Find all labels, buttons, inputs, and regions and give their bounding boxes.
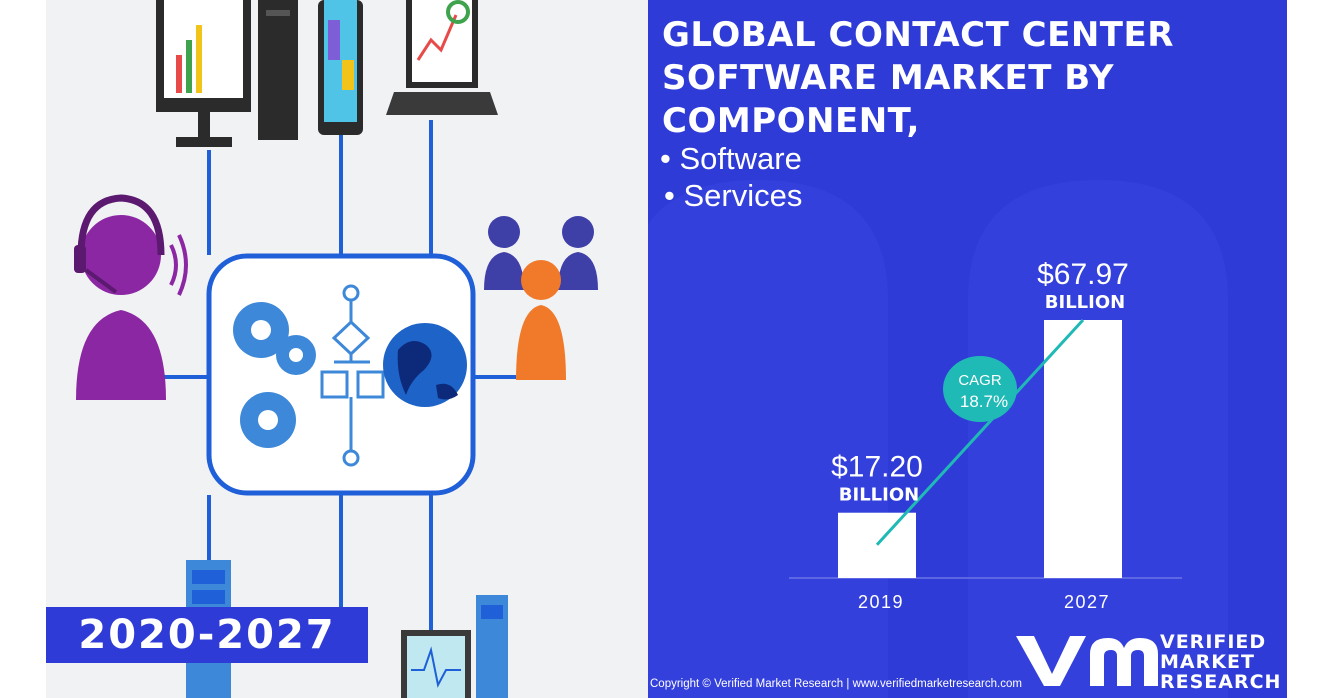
chart-title: GLOBAL CONTACT CENTER SOFTWARE MARKET BY… [662,15,1174,141]
team-icon [484,216,598,380]
vmr-logo-mark [1016,636,1158,686]
forecast-period-badge: 2020-2027 [46,607,368,663]
contact-center-illustration [74,0,598,698]
copyright-text: Copyright © Verified Market Research | w… [650,678,1022,690]
unit-label-2019: BILLION [839,485,919,506]
category-label-2019: 2019 [858,592,904,612]
vmr-logo-wordmark: VERIFIED MARKET RESEARCH [1160,631,1282,693]
unit-label-2027: BILLION [1045,292,1125,313]
market-summary-panel: GLOBAL CONTACT CENTER SOFTWARE MARKET BY… [648,0,1287,698]
cagr-bubble [943,356,1017,422]
component-list: Software Services [660,140,802,214]
cagr-value: 18.7% [960,392,1008,411]
component-item: Software [660,140,802,177]
value-label-2027: $67.97 [1037,258,1129,291]
desktop-computer-icon [156,0,298,147]
laptop-icon [386,0,498,115]
illustration-panel [46,0,648,698]
smartphone-icon [318,0,363,135]
cagr-trend-line [875,318,1085,546]
bar-2019 [838,512,916,578]
component-item: Services [660,177,802,214]
bar-2027 [1044,320,1122,578]
cagr-label: CAGR [958,372,1002,389]
central-hub [206,253,476,496]
support-agent-icon [74,194,188,400]
category-label-2027: 2027 [1064,592,1110,612]
value-label-2019: $17.20 [831,451,923,484]
